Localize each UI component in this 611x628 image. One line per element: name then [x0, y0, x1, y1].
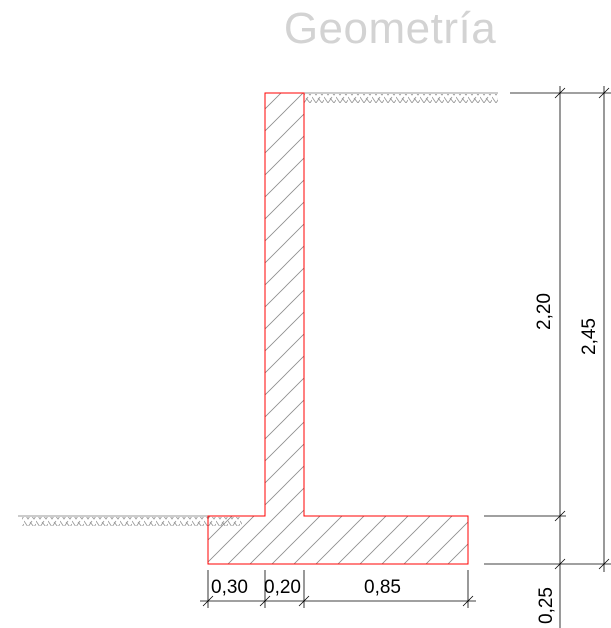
dim-footing-thickness: 0,25 [536, 587, 557, 624]
drawing-title: Geometría [283, 4, 497, 53]
horizontal-dimension-chain [200, 570, 476, 608]
dim-toe-width: 0,30 [211, 577, 248, 598]
dim-stem-height: 2,20 [534, 293, 555, 330]
dim-stem-thickness: 0,20 [264, 577, 301, 598]
dim-total-height: 2,45 [579, 318, 600, 355]
ground-right [304, 92, 498, 103]
wall-section [207, 92, 469, 565]
dim-heel-width: 0,85 [364, 577, 401, 598]
vertical-dimension-chain [484, 86, 611, 628]
